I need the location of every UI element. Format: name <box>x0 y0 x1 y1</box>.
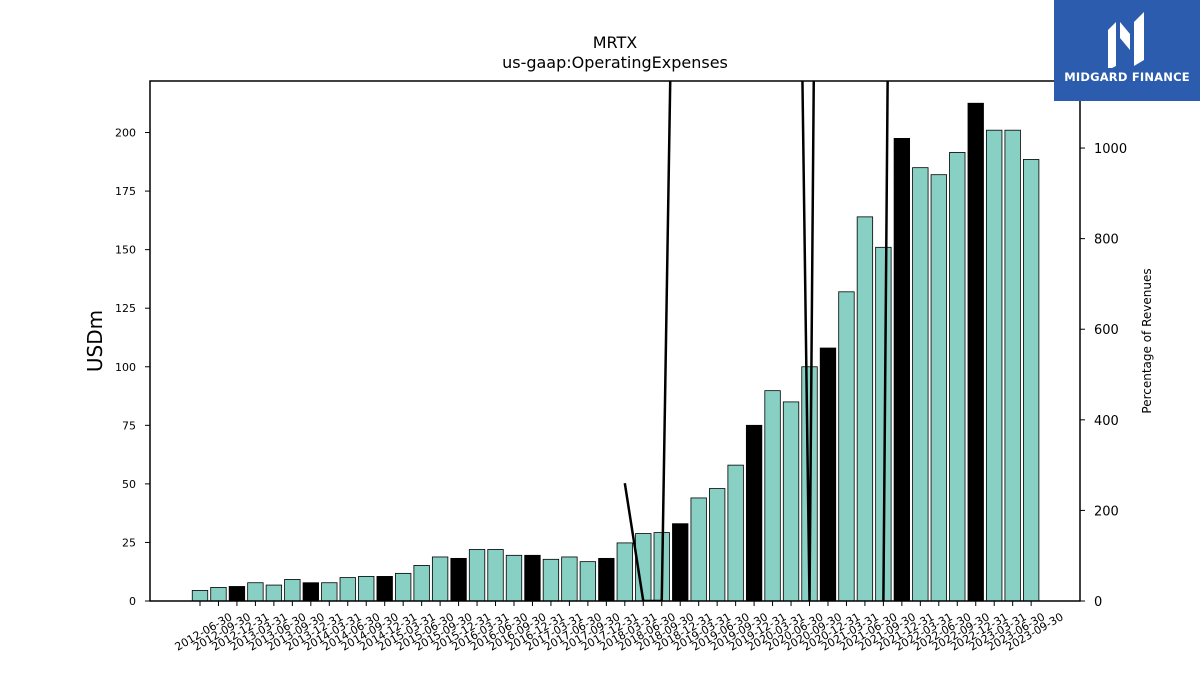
logo-text: MIDGARD FINANCE <box>1064 70 1190 84</box>
bar <box>247 582 264 601</box>
y2-tick-label: 600 <box>1094 323 1119 338</box>
y-tick-label: 25 <box>122 536 136 549</box>
bar <box>949 152 966 601</box>
y-tick-label: 0 <box>129 595 136 608</box>
bar <box>598 557 615 601</box>
bar <box>764 390 781 601</box>
y2-tick-label: 1000 <box>1094 142 1127 157</box>
bar <box>856 216 874 601</box>
x-axis: 2012-06-302012-09-302012-12-312013-03-31… <box>173 601 1066 654</box>
bar <box>1004 129 1021 601</box>
bar <box>967 102 984 601</box>
bar <box>413 565 430 601</box>
bar <box>302 582 319 601</box>
bars-group <box>191 102 1040 601</box>
bar <box>875 246 892 601</box>
plot-frame <box>149 80 1081 602</box>
bar <box>690 497 707 601</box>
y-tick-label: 200 <box>115 127 136 140</box>
bar <box>709 488 726 601</box>
bar <box>358 576 375 601</box>
y-tick-label: 125 <box>115 302 136 315</box>
bar <box>487 549 504 601</box>
bar <box>912 167 929 601</box>
bar <box>819 347 837 601</box>
bar <box>930 174 947 601</box>
y-axis-right: 0 200 400 600 800 1000 <box>1080 142 1127 610</box>
y-tick-label: 175 <box>115 185 136 198</box>
bar <box>505 554 523 601</box>
y2-tick-label: 0 <box>1094 595 1102 610</box>
ratio-line <box>623 81 889 601</box>
bar <box>782 401 800 601</box>
bar <box>579 561 597 601</box>
logo-mark-icon <box>1108 12 1144 68</box>
bar <box>191 590 209 601</box>
bar <box>542 558 560 601</box>
bar <box>321 582 338 601</box>
chart-title: MRTX <box>593 33 638 52</box>
y-axis-left: 0 25 50 75 100 125 150 175 200 <box>115 127 150 608</box>
bar <box>1023 159 1040 601</box>
y2-tick-label: 400 <box>1094 414 1119 429</box>
bar <box>395 572 412 601</box>
bar <box>616 542 633 601</box>
bar <box>986 129 1003 601</box>
bar <box>228 586 246 601</box>
bar <box>838 291 855 601</box>
bar <box>561 556 578 601</box>
bar <box>893 137 911 601</box>
y2-tick-label: 200 <box>1094 504 1119 519</box>
y2-axis-label: Percentage of Revenues <box>1140 268 1154 413</box>
y-tick-label: 100 <box>115 361 136 374</box>
line-group <box>623 81 889 601</box>
bar <box>265 584 283 601</box>
bar <box>339 577 356 601</box>
bar <box>468 549 486 601</box>
y2-tick-label: 800 <box>1094 233 1119 248</box>
y-tick-label: 75 <box>122 419 136 432</box>
bar <box>431 556 449 601</box>
bar <box>284 579 301 601</box>
bar <box>210 587 227 601</box>
y-tick-label: 50 <box>122 478 136 491</box>
bar <box>450 557 467 601</box>
bar <box>376 576 393 601</box>
chart-subtitle: us-gaap:OperatingExpenses <box>502 53 728 72</box>
bar <box>672 523 689 601</box>
y-tick-label: 150 <box>115 244 136 257</box>
bar <box>524 554 541 601</box>
bar <box>727 464 744 601</box>
bar <box>745 424 763 601</box>
y-axis-label: USDm <box>83 310 107 372</box>
midgard-finance-logo: MIDGARD FINANCE <box>1054 0 1200 101</box>
